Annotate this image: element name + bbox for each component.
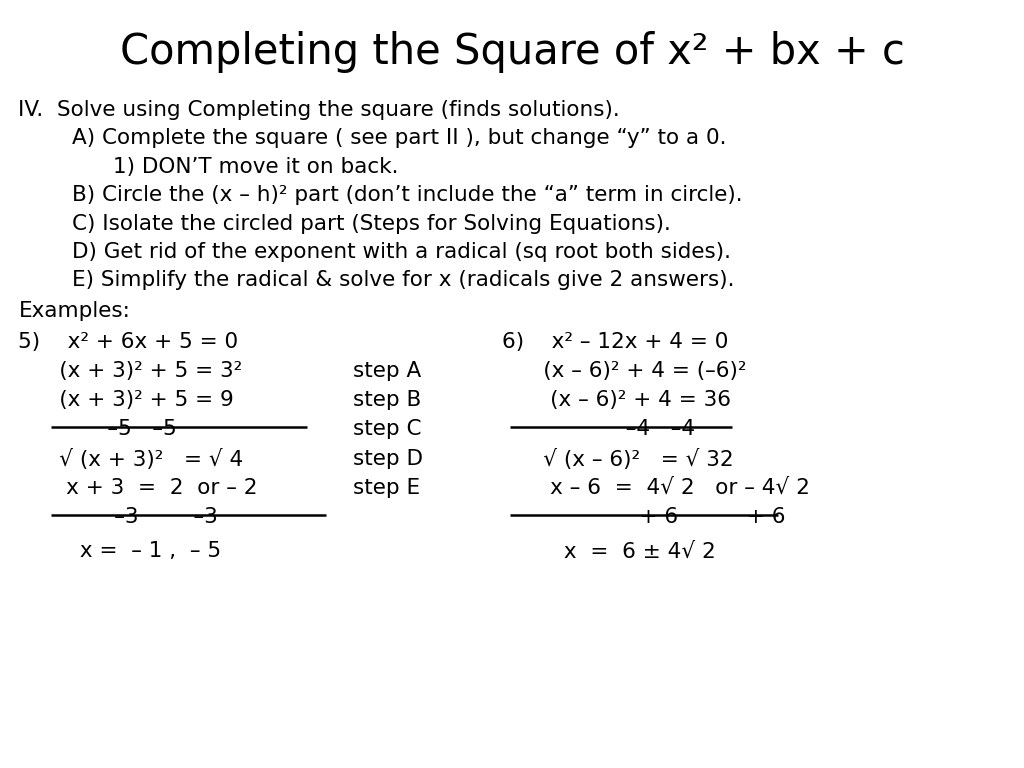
Text: B) Circle the (x – h)² part (don’t include the “a” term in circle).: B) Circle the (x – h)² part (don’t inclu…	[72, 185, 742, 205]
Text: (x – 6)² + 4 = 36: (x – 6)² + 4 = 36	[502, 390, 731, 410]
Text: A) Complete the square ( see part II ), but change “y” to a 0.: A) Complete the square ( see part II ), …	[72, 128, 726, 148]
Text: Completing the Square of x² + bx + c: Completing the Square of x² + bx + c	[120, 31, 904, 73]
Text: step C: step C	[353, 419, 422, 439]
Text: Examples:: Examples:	[18, 301, 130, 321]
Text: IV.  Solve using Completing the square (finds solutions).: IV. Solve using Completing the square (f…	[18, 100, 621, 120]
Text: step B: step B	[353, 390, 422, 410]
Text: step E: step E	[353, 478, 421, 498]
Text: x  =  6 ± 4√ 2: x = 6 ± 4√ 2	[502, 541, 716, 561]
Text: –3        –3: –3 –3	[18, 507, 218, 527]
Text: 6)    x² – 12x + 4 = 0: 6) x² – 12x + 4 = 0	[502, 332, 728, 352]
Text: 5)    x² + 6x + 5 = 0: 5) x² + 6x + 5 = 0	[18, 332, 239, 352]
Text: 1) DON’T move it on back.: 1) DON’T move it on back.	[113, 157, 398, 177]
Text: x =  – 1 ,  – 5: x = – 1 , – 5	[18, 541, 221, 561]
Text: –5   –5: –5 –5	[18, 419, 177, 439]
Text: step A: step A	[353, 361, 422, 381]
Text: D) Get rid of the exponent with a radical (sq root both sides).: D) Get rid of the exponent with a radica…	[72, 242, 731, 262]
Text: √ (x – 6)²   = √ 32: √ (x – 6)² = √ 32	[502, 449, 733, 469]
Text: (x + 3)² + 5 = 3²: (x + 3)² + 5 = 3²	[18, 361, 243, 381]
Text: C) Isolate the circled part (Steps for Solving Equations).: C) Isolate the circled part (Steps for S…	[72, 214, 671, 233]
Text: + 6          + 6: + 6 + 6	[502, 507, 785, 527]
Text: x – 6  =  4√ 2   or – 4√ 2: x – 6 = 4√ 2 or – 4√ 2	[502, 478, 810, 498]
Text: (x – 6)² + 4 = (–6)²: (x – 6)² + 4 = (–6)²	[502, 361, 746, 381]
Text: E) Simplify the radical & solve for x (radicals give 2 answers).: E) Simplify the radical & solve for x (r…	[72, 270, 734, 290]
Text: –4   –4: –4 –4	[502, 419, 695, 439]
Text: (x + 3)² + 5 = 9: (x + 3)² + 5 = 9	[18, 390, 234, 410]
Text: √ (x + 3)²   = √ 4: √ (x + 3)² = √ 4	[18, 449, 244, 469]
Text: x + 3  =  2  or – 2: x + 3 = 2 or – 2	[18, 478, 258, 498]
Text: step D: step D	[353, 449, 423, 468]
